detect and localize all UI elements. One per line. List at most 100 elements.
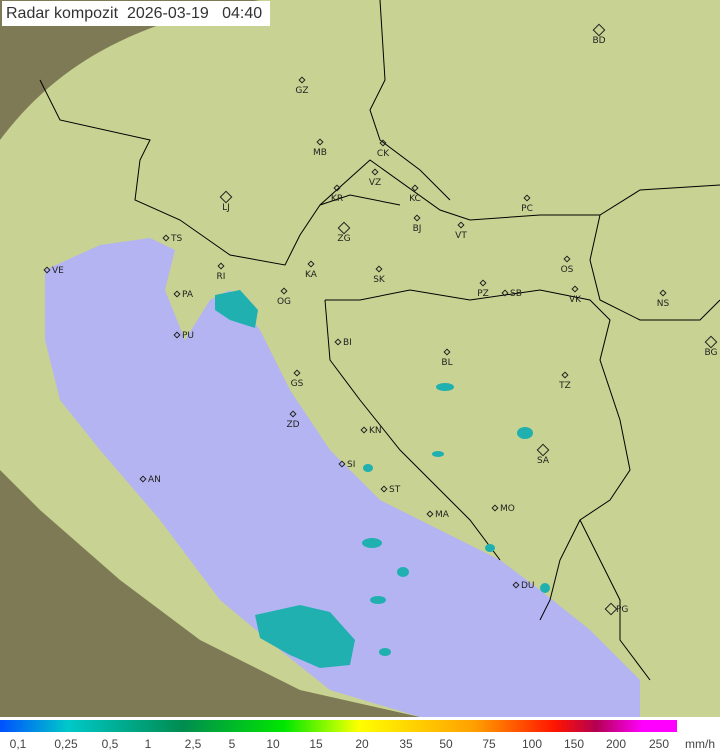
city-label: TZ — [558, 381, 571, 391]
city-marker-icon — [375, 265, 383, 273]
city-label: SI — [347, 460, 355, 470]
city-marker-icon — [523, 194, 531, 202]
city-marker-icon — [280, 287, 288, 295]
city-marker-icon — [173, 331, 181, 339]
city-marker-icon — [173, 290, 181, 298]
city-marker-icon — [338, 460, 346, 468]
city-marker-icon — [571, 285, 579, 293]
city-label: OS — [561, 265, 574, 275]
legend-tick: 150 — [563, 737, 585, 751]
legend-tick: 35 — [399, 737, 413, 751]
city-marker-icon — [561, 371, 569, 379]
city-label: PC — [521, 204, 533, 214]
radar-echoes — [215, 290, 550, 668]
city-marker-icon — [563, 255, 571, 263]
legend-tick: 10 — [266, 737, 280, 751]
city-label: AN — [148, 475, 161, 485]
city-label: CK — [377, 149, 390, 159]
radar-map[interactable]: BD GZ MB CK VZ KR KC LJ ZG BJ VT PC TS VE RI PA KA SK PZ SB… — [0, 0, 720, 717]
city-marker-icon — [512, 581, 520, 589]
city-marker-icon — [337, 221, 351, 235]
legend-tick: 15 — [309, 737, 323, 751]
city-label: TS — [170, 234, 182, 244]
city-label: KA — [305, 270, 318, 280]
legend-tick: 0,5 — [101, 737, 119, 751]
city-label: KC — [409, 194, 421, 204]
city-label: KN — [369, 426, 382, 436]
legend-tick: 0,25 — [54, 737, 78, 751]
city-marker-icon — [379, 139, 387, 147]
map-title: Radar kompozit 2026-03-19 04:40 — [2, 1, 271, 26]
city-label: NS — [657, 299, 670, 309]
city-label: ZD — [286, 420, 299, 430]
city-label: GS — [291, 379, 304, 389]
city-label: OG — [277, 297, 291, 307]
city-label: MA — [435, 510, 450, 520]
city-marker-icon — [501, 289, 509, 297]
city-label: DU — [521, 581, 535, 591]
legend-tick: 0,1 — [9, 737, 27, 751]
city-label: BI — [343, 338, 352, 348]
city-marker-icon — [139, 475, 147, 483]
legend-tick: 1 — [144, 737, 152, 751]
city-label: RI — [217, 272, 226, 282]
city-marker-icon — [443, 348, 451, 356]
city-marker-icon — [536, 443, 550, 457]
city-marker-icon — [289, 410, 297, 418]
city-label: LJ — [222, 203, 230, 213]
city-label: PG — [616, 605, 628, 615]
legend-tick: 100 — [521, 737, 543, 751]
sea — [45, 238, 640, 717]
city-marker-icon — [704, 335, 718, 349]
legend-tick: 2,5 — [184, 737, 202, 751]
city-label: MB — [313, 148, 327, 158]
city-label: SK — [373, 275, 386, 285]
city-label: ST — [389, 485, 401, 495]
city-label: GZ — [295, 86, 308, 96]
city-label: PU — [182, 331, 194, 341]
city-label: BL — [441, 358, 452, 368]
city-marker-icon — [426, 510, 434, 518]
legend-tick: 5 — [228, 737, 236, 751]
city-label: PZ — [477, 289, 489, 299]
legend-tick: 50 — [439, 737, 453, 751]
city-label: SA — [537, 456, 550, 466]
city-label: VE — [52, 266, 64, 276]
city-marker-icon — [491, 504, 499, 512]
city-label: KR — [331, 194, 343, 204]
city-label: PA — [182, 290, 194, 300]
city-label: SB — [510, 289, 522, 299]
legend-ticks: 0,1 0,25 0,5 1 2,5 5 10 15 20 35 50 75 100 150 200 250 m… — [0, 737, 720, 751]
precipitation-color-scale — [0, 720, 677, 732]
city-marker-icon — [457, 221, 465, 229]
legend-unit: mm/h — [685, 737, 715, 751]
city-marker-icon — [360, 426, 368, 434]
city-marker-icon — [316, 138, 324, 146]
legend-tick: 200 — [605, 737, 627, 751]
city-marker-icon — [380, 485, 388, 493]
city-marker-icon — [592, 23, 606, 37]
city-label: VK — [569, 295, 582, 305]
city-label: ZG — [337, 234, 350, 244]
city-label: BG — [705, 348, 718, 358]
city-marker-icon — [217, 262, 225, 270]
city-marker-icon — [333, 184, 341, 192]
city-label: MO — [500, 504, 515, 514]
city-marker-icon — [479, 279, 487, 287]
city-marker-icon — [219, 190, 233, 204]
city-marker-icon — [43, 266, 51, 274]
city-marker-icon — [293, 369, 301, 377]
legend-tick: 75 — [482, 737, 496, 751]
city-marker-icon — [162, 234, 170, 242]
city-marker-icon — [659, 289, 667, 297]
city-labels: BD GZ MB CK VZ KR KC LJ ZG BJ VT PC TS VE RI PA KA SK PZ SB… — [43, 23, 718, 616]
city-marker-icon — [371, 168, 379, 176]
city-marker-icon — [298, 76, 306, 84]
city-label: BJ — [413, 224, 422, 234]
city-marker-icon — [604, 602, 618, 616]
city-marker-icon — [307, 260, 315, 268]
borders — [39, 0, 720, 681]
city-marker-icon — [411, 184, 419, 192]
city-marker-icon — [413, 214, 421, 222]
city-marker-icon — [334, 338, 342, 346]
